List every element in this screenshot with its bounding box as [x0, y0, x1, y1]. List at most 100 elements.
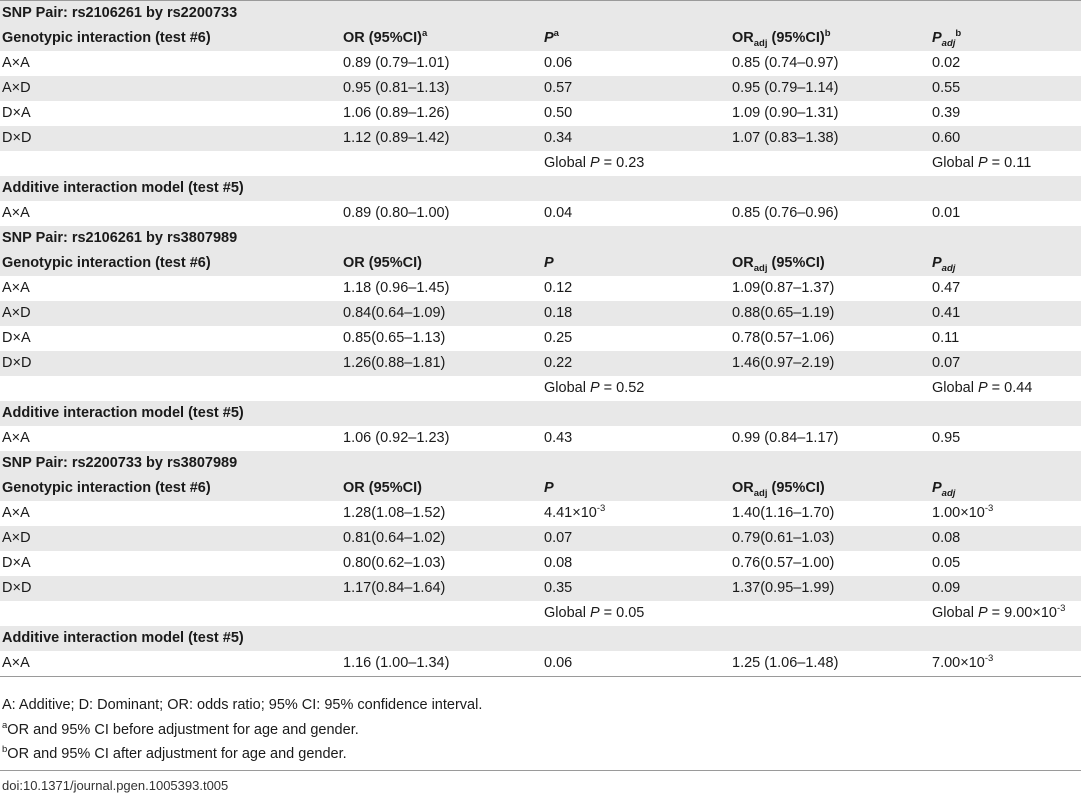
or-adj-cell: 0.85 (0.74–0.97) [732, 55, 839, 71]
row-label: D×A [2, 555, 31, 571]
or-adj-cell: 0.76(0.57–1.00) [732, 555, 835, 571]
p-cell: 0.43 [544, 430, 573, 446]
p-cell: 0.34 [544, 126, 732, 151]
table-row: D×D 1.12 (0.89–1.42) 0.34 1.07 (0.83–1.3… [0, 126, 1081, 151]
or-adj-cell: 1.09(0.87–1.37) [732, 280, 835, 296]
or-adj-cell: 0.79(0.61–1.03) [732, 526, 932, 551]
header-p: P [544, 251, 732, 276]
table-row: D×A 0.85(0.65–1.13) 0.25 0.78(0.57–1.06)… [0, 326, 1081, 351]
or-cell: 0.95 (0.81–1.13) [343, 76, 544, 101]
or-cell: 1.06 (0.92–1.23) [343, 430, 450, 446]
p-adj-cell: 0.05 [932, 555, 961, 571]
table-row: A×D 0.95 (0.81–1.13) 0.57 0.95 (0.79–1.1… [0, 76, 1081, 101]
column-header-row: Genotypic interaction (test #6) OR (95%C… [0, 26, 1081, 51]
p-adj-cell: 0.11 [932, 330, 960, 346]
header-p-adj: Padj [932, 476, 1081, 501]
row-label: A×D [0, 526, 343, 551]
additive-label: Additive interaction model (test #5) [0, 176, 1081, 201]
or-adj-cell: 1.07 (0.83–1.38) [732, 126, 932, 151]
p-adj-cell: 7.00×10-3 [932, 651, 1081, 677]
p-cell: 0.18 [544, 301, 732, 326]
p-cell: 0.08 [544, 555, 573, 571]
row-label: D×A [2, 330, 31, 346]
or-adj-cell: 1.37(0.95–1.99) [732, 576, 932, 601]
table-row: D×A 1.06 (0.89–1.26) 0.50 1.09 (0.90–1.3… [0, 101, 1081, 126]
header-or: OR (95%CI) [343, 251, 544, 276]
p-adj-cell: 0.09 [932, 576, 1081, 601]
header-p: Pa [544, 26, 732, 51]
table-row: D×A 0.80(0.62–1.03) 0.08 0.76(0.57–1.00)… [0, 551, 1081, 576]
column-header-row: Genotypic interaction (test #6) OR (95%C… [0, 251, 1081, 276]
or-cell: 1.17(0.84–1.64) [343, 576, 544, 601]
row-label: A×A [2, 505, 30, 521]
p-adj-cell: 0.01 [932, 205, 961, 221]
table-row: A×A 1.28(1.08–1.52) 4.41×10-3 1.40(1.16–… [0, 501, 1081, 526]
table-row: A×D 0.84(0.64–1.09) 0.18 0.88(0.65–1.19)… [0, 301, 1081, 326]
or-cell: 0.80(0.62–1.03) [343, 555, 446, 571]
row-label: A×A [2, 205, 30, 221]
row-label: D×D [0, 351, 343, 376]
row-label: A×A [2, 55, 30, 71]
global-p-row: Global P = 0.23 Global P = 0.11 [0, 151, 1081, 176]
doi-link[interactable]: doi:10.1371/journal.pgen.1005393.t005 [2, 778, 229, 793]
section-title: SNP Pair: rs2200733 by rs3807989 [0, 451, 1081, 476]
or-cell: 0.81(0.64–1.02) [343, 526, 544, 551]
p-cell: 0.04 [544, 205, 573, 221]
row-label: D×D [0, 576, 343, 601]
row-label: A×A [2, 430, 30, 446]
p-cell: 0.07 [544, 526, 732, 551]
p-cell: 0.06 [544, 651, 732, 677]
p-cell: 0.25 [544, 330, 573, 346]
header-p: P [544, 476, 732, 501]
p-adj-cell: 1.00×10-3 [932, 503, 994, 521]
or-adj-cell: 0.78(0.57–1.06) [732, 330, 835, 346]
p-adj-cell: 0.55 [932, 76, 1081, 101]
p-adj-cell: 0.41 [932, 301, 1081, 326]
row-label: A×D [0, 76, 343, 101]
p-adj-cell: 0.02 [932, 55, 961, 71]
header-p-adj: Padjb [932, 26, 1081, 51]
global-p: Global P = 0.05 [544, 605, 645, 621]
or-adj-cell: 0.88(0.65–1.19) [732, 301, 932, 326]
header-or-adj: ORadj (95%CI) [732, 476, 932, 501]
global-p-row: Global P = 0.52 Global P = 0.44 [0, 376, 1081, 401]
or-adj-cell: 1.25 (1.06–1.48) [732, 651, 932, 677]
global-p-adj: Global P = 0.11 [932, 155, 1032, 171]
section-title-row: SNP Pair: rs2106261 by rs3807989 [0, 226, 1081, 251]
section-title-row: SNP Pair: rs2200733 by rs3807989 [0, 451, 1081, 476]
or-adj-cell: 0.95 (0.79–1.14) [732, 76, 932, 101]
header-or-adj: ORadj (95%CI) [732, 251, 932, 276]
p-cell: 0.12 [544, 280, 573, 296]
or-cell: 1.26(0.88–1.81) [343, 351, 544, 376]
additive-label: Additive interaction model (test #5) [0, 626, 1081, 651]
or-cell: 0.89 (0.80–1.00) [343, 205, 450, 221]
additive-header-row: Additive interaction model (test #5) [0, 176, 1081, 201]
p-adj-cell: 0.07 [932, 351, 1081, 376]
p-cell: 0.06 [544, 55, 573, 71]
section-title-row: SNP Pair: rs2106261 by rs2200733 [0, 0, 1081, 26]
table-row: D×D 1.17(0.84–1.64) 0.35 1.37(0.95–1.99)… [0, 576, 1081, 601]
table-footnotes: A: Additive; D: Dominant; OR: odds ratio… [0, 693, 1081, 767]
p-adj-cell: 0.39 [932, 105, 961, 121]
or-adj-cell: 0.99 (0.84–1.17) [732, 430, 839, 446]
or-cell: 1.28(1.08–1.52) [343, 505, 446, 521]
or-cell: 1.16 (1.00–1.34) [343, 651, 544, 677]
header-or: OR (95%CI)a [343, 26, 544, 51]
table-row: A×A 1.16 (1.00–1.34) 0.06 1.25 (1.06–1.4… [0, 651, 1081, 677]
or-adj-cell: 1.40(1.16–1.70) [732, 505, 835, 521]
snp-interaction-table: SNP Pair: rs2106261 by rs2200733 Genotyp… [0, 0, 1081, 677]
or-adj-cell: 0.85 (0.76–0.96) [732, 205, 839, 221]
p-cell: 0.35 [544, 576, 732, 601]
footnote-b: bOR and 95% CI after adjustment for age … [2, 744, 347, 762]
p-adj-cell: 0.60 [932, 126, 1081, 151]
table-row: A×D 0.81(0.64–1.02) 0.07 0.79(0.61–1.03)… [0, 526, 1081, 551]
or-cell: 1.06 (0.89–1.26) [343, 105, 450, 121]
or-adj-cell: 1.46(0.97–2.19) [732, 351, 932, 376]
genotypic-label: Genotypic interaction (test #6) [0, 476, 343, 501]
global-p-row: Global P = 0.05 Global P = 9.00×10-3 [0, 601, 1081, 626]
global-p-adj: Global P = 9.00×10-3 [932, 603, 1066, 621]
header-or: OR (95%CI) [343, 476, 544, 501]
header-or-adj: ORadj (95%CI)b [732, 26, 932, 51]
table-row: A×A 1.18 (0.96–1.45) 0.12 1.09(0.87–1.37… [0, 276, 1081, 301]
